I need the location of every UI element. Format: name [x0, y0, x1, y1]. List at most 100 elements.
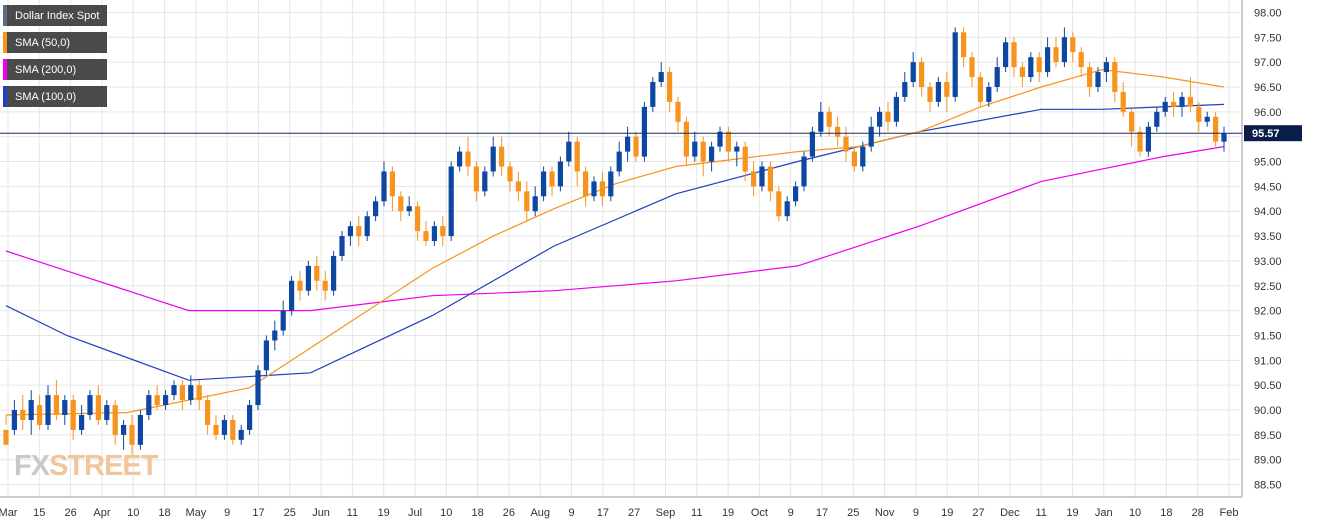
- candles: [3, 27, 1227, 455]
- candle-body: [1011, 42, 1017, 68]
- candle-body: [482, 171, 488, 192]
- candle-body: [53, 395, 60, 415]
- legend-swatch: [3, 86, 7, 107]
- x-tick-label: Aug: [530, 507, 550, 519]
- candle-body: [1036, 57, 1042, 73]
- candle-body: [969, 57, 975, 78]
- candle-body: [700, 141, 706, 162]
- legend-swatch: [3, 5, 7, 26]
- candle-body: [515, 181, 522, 192]
- candle-body: [675, 101, 681, 122]
- candle-body: [381, 171, 387, 202]
- candle-body: [994, 67, 1000, 87]
- candle-body: [204, 400, 211, 425]
- legend-item-dollar-index[interactable]: Dollar Index Spot: [3, 5, 108, 26]
- x-tick-label: Feb: [1220, 507, 1239, 519]
- candle-body: [767, 166, 774, 192]
- candle-body: [834, 126, 841, 137]
- last-price-tag: 95.57: [0, 125, 1302, 142]
- legend-swatch: [3, 59, 7, 80]
- candle-body: [725, 131, 732, 152]
- candle-body: [171, 385, 177, 396]
- candle-body: [1145, 126, 1152, 152]
- candle-body: [1028, 57, 1034, 78]
- y-tick-label: 94.50: [1254, 181, 1282, 193]
- x-tick-label: 17: [597, 507, 609, 519]
- candle-body: [255, 370, 261, 406]
- candle-body: [616, 151, 622, 172]
- candle-body: [1103, 62, 1110, 73]
- y-tick-label: 92.50: [1254, 281, 1282, 293]
- x-tick-label: 10: [1129, 507, 1141, 519]
- x-tick-label: 26: [64, 507, 76, 519]
- candle-body: [213, 424, 219, 435]
- candle-body: [549, 171, 555, 187]
- candle-body: [146, 395, 152, 415]
- candle-body: [104, 405, 110, 420]
- x-tick-label: 25: [284, 507, 296, 519]
- candle-body: [1221, 133, 1227, 142]
- candle-body: [36, 405, 43, 425]
- x-tick-label: 17: [816, 507, 828, 519]
- candle-body: [826, 111, 832, 127]
- candle-body: [540, 171, 547, 197]
- candle-body: [280, 310, 286, 331]
- candle-body: [692, 141, 698, 157]
- candle-body: [188, 385, 194, 401]
- candle-body: [986, 86, 992, 102]
- x-tick-label: 9: [913, 507, 919, 519]
- candle-body: [221, 419, 228, 435]
- x-tick-label: Apr: [93, 507, 110, 519]
- candle-body: [272, 330, 278, 341]
- legend-item-sma-50[interactable]: SMA (50,0): [3, 32, 108, 53]
- candle-body: [1179, 96, 1185, 107]
- y-tick-label: 89.00: [1254, 455, 1282, 467]
- x-tick-label: 18: [1160, 507, 1172, 519]
- sma-200-line: [5, 146, 1225, 312]
- candle-body: [784, 201, 790, 217]
- legend-label: SMA (50,0): [15, 36, 71, 49]
- candle-body: [297, 280, 303, 291]
- candle-body: [154, 395, 160, 406]
- y-tick-label: 90.00: [1254, 405, 1282, 417]
- legend-item-sma-100[interactable]: SMA (100,0): [3, 86, 108, 107]
- candle-body: [330, 255, 337, 291]
- x-tick-label: 19: [941, 507, 953, 519]
- candle-body: [599, 181, 606, 197]
- candle-body: [364, 216, 370, 237]
- x-tick-label: 15: [33, 507, 45, 519]
- candle-body: [927, 86, 933, 102]
- candle-body: [498, 146, 505, 167]
- x-tick-label: 27: [972, 507, 984, 519]
- y-tick-label: 94.00: [1254, 206, 1282, 218]
- y-tick-label: 96.00: [1254, 107, 1282, 119]
- last-price-value: 95.57: [1252, 128, 1280, 140]
- candle-body: [1112, 62, 1118, 92]
- candle-body: [1053, 47, 1059, 63]
- candle-body: [1120, 91, 1126, 112]
- candle-body: [389, 171, 396, 197]
- x-tick-label: Sep: [656, 507, 676, 519]
- y-tick-label: 95.00: [1254, 157, 1282, 169]
- candle-body: [179, 385, 186, 401]
- candle-body: [356, 226, 362, 237]
- candle-body: [70, 400, 76, 430]
- candle-body: [902, 82, 908, 97]
- candle-body: [683, 121, 690, 157]
- candle-body: [1162, 101, 1168, 112]
- candle-body: [759, 166, 765, 187]
- candle-body: [347, 226, 354, 237]
- candle-body: [1212, 116, 1219, 142]
- legend-label: SMA (100,0): [15, 90, 77, 103]
- logo-street: STREET: [49, 450, 158, 482]
- legend-item-sma-200[interactable]: SMA (200,0): [3, 59, 108, 80]
- candle-body: [87, 395, 93, 415]
- candle-body: [11, 410, 18, 430]
- candle-body: [1044, 47, 1051, 73]
- candle-body: [45, 395, 51, 425]
- x-tick-label: 19: [722, 507, 734, 519]
- y-tick-label: 97.50: [1254, 32, 1282, 44]
- y-tick-label: 90.50: [1254, 380, 1282, 392]
- x-tick-label: May: [185, 507, 206, 519]
